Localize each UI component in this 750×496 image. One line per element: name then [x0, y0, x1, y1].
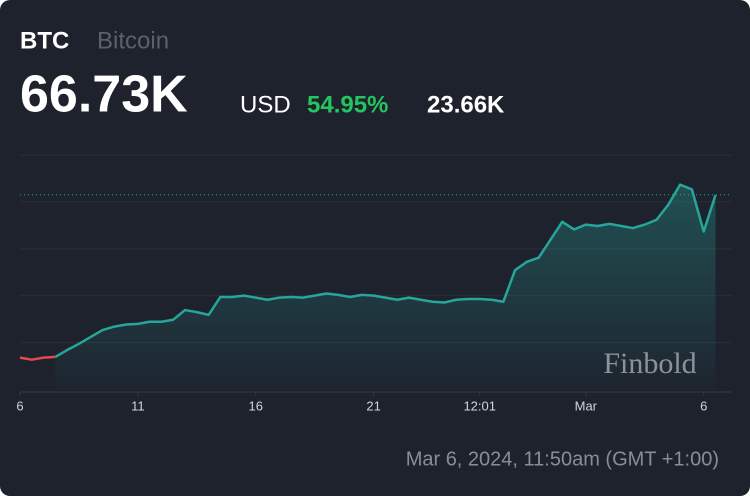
asset-name: Bitcoin [97, 27, 169, 54]
change: 23.66K [427, 91, 505, 118]
change-percent: 54.95% [307, 91, 388, 118]
x-tick-label: 6 [16, 398, 23, 413]
x-tick-label: 11 [131, 398, 145, 413]
symbol: BTC [20, 27, 69, 54]
x-tick-label: 6 [700, 398, 707, 413]
line [54, 183, 717, 359]
timestamp: Mar 6, 2024, 11:50am (GMT +1:00) [406, 448, 719, 470]
area [55, 184, 716, 390]
watermark: Finbold [603, 347, 696, 380]
price: 66.73K [20, 66, 188, 124]
x-tick-label: 21 [366, 398, 380, 413]
currency: USD [240, 91, 291, 118]
plot: 6 11 16 21 12:01 Mar 6 [16, 154, 732, 413]
x-tick-label: 16 [249, 398, 263, 413]
line [19, 355, 56, 361]
x-tick-label: 12:01 [463, 398, 496, 413]
x-tick-label: Mar [575, 398, 598, 413]
